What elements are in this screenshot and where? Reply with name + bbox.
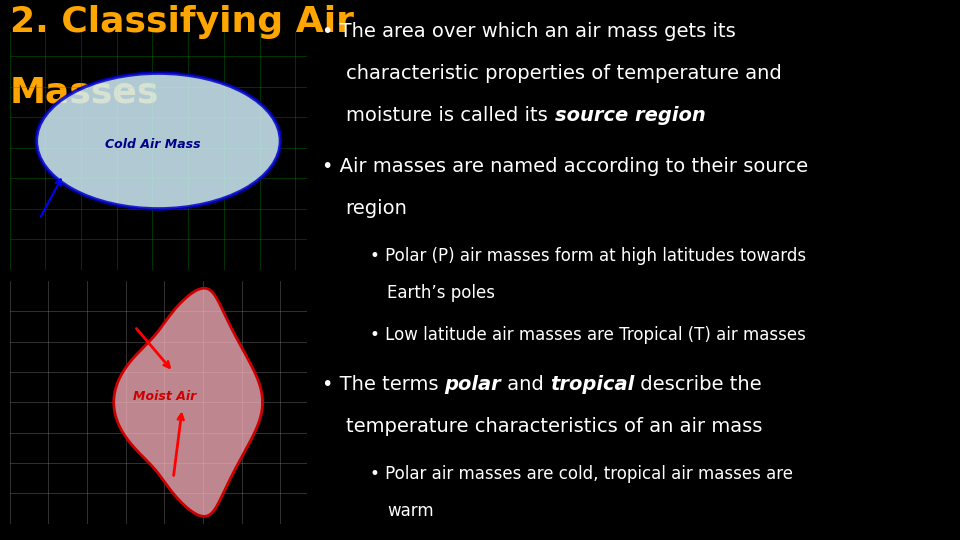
Text: • The area over which an air mass gets its: • The area over which an air mass gets i… <box>322 22 735 40</box>
Polygon shape <box>114 288 263 516</box>
Text: Cold Air Mass: Cold Air Mass <box>105 138 201 151</box>
Ellipse shape <box>36 73 280 209</box>
Text: • Polar air masses are cold, tropical air masses are: • Polar air masses are cold, tropical ai… <box>370 465 793 483</box>
Text: Masses: Masses <box>10 76 159 110</box>
Text: and: and <box>501 375 550 394</box>
Text: tropical: tropical <box>550 375 635 394</box>
Text: polar: polar <box>444 375 501 394</box>
Text: Earth’s poles: Earth’s poles <box>387 284 495 301</box>
Text: • Polar (P) air masses form at high latitudes towards: • Polar (P) air masses form at high lati… <box>370 247 805 265</box>
Text: warm: warm <box>387 502 434 519</box>
Text: source region: source region <box>555 106 706 125</box>
Text: moisture is called its: moisture is called its <box>346 106 554 125</box>
Text: temperature characteristics of an air mass: temperature characteristics of an air ma… <box>346 417 762 436</box>
Text: describe the: describe the <box>635 375 762 394</box>
Text: region: region <box>346 199 407 218</box>
Text: characteristic properties of temperature and: characteristic properties of temperature… <box>346 64 781 83</box>
Text: • Low latitude air masses are Tropical (T) air masses: • Low latitude air masses are Tropical (… <box>370 326 805 343</box>
Text: • The terms: • The terms <box>322 375 444 394</box>
Text: Moist Air: Moist Air <box>132 390 196 403</box>
Text: 2. Classifying Air: 2. Classifying Air <box>10 5 353 39</box>
Text: • Air masses are named according to their source: • Air masses are named according to thei… <box>322 157 807 176</box>
